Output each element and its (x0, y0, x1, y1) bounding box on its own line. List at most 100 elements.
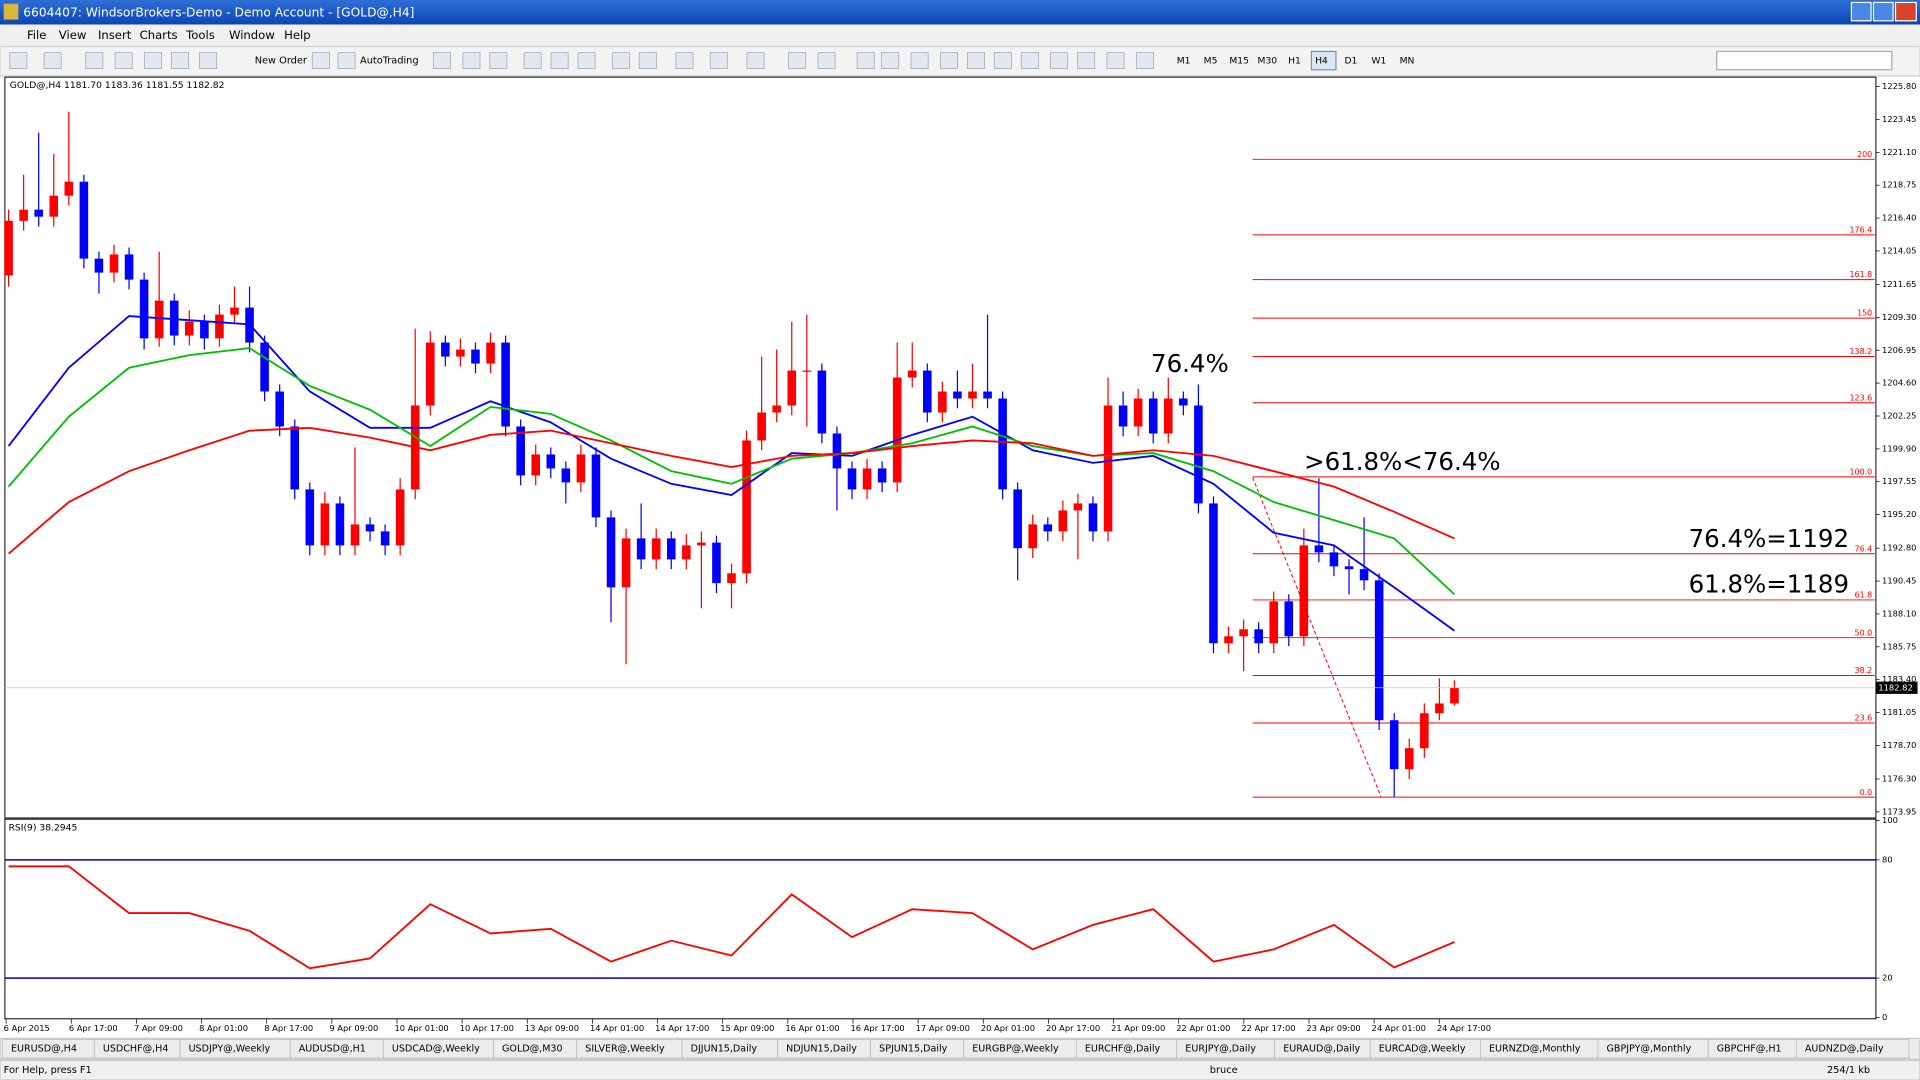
toolbar-button[interactable] (1106, 52, 1125, 69)
fib-label: 23.6 (1855, 714, 1873, 723)
toolbar-button[interactable] (993, 52, 1012, 69)
candle-body (1028, 524, 1038, 549)
toolbar-button[interactable] (638, 52, 657, 69)
candle-body (1118, 405, 1128, 427)
toolbar-button[interactable] (85, 52, 104, 69)
toolbar-button[interactable] (966, 52, 985, 69)
toolbar-button[interactable] (788, 52, 807, 69)
menu-item[interactable]: File (27, 28, 46, 42)
toolbar-button[interactable] (910, 52, 929, 69)
toolbar-button[interactable] (940, 52, 958, 69)
timeframe-button[interactable]: M1 (1177, 56, 1191, 67)
x-tick-label: 16 Apr 17:00 (851, 1023, 905, 1033)
candle-body (1359, 569, 1369, 581)
candle-body (1103, 405, 1113, 532)
toolbar-button[interactable] (1135, 52, 1154, 69)
toolbar-button[interactable] (1050, 52, 1069, 69)
toolbar-button[interactable] (709, 52, 728, 69)
menu-item[interactable]: Tools (185, 28, 215, 42)
y-tick-label: 1176.30 (1882, 773, 1916, 783)
candle-body (1344, 566, 1354, 570)
toolbar-button[interactable] (433, 52, 451, 69)
maximize-button[interactable] (1872, 1, 1894, 22)
candle-body (968, 391, 977, 399)
candle-body (139, 279, 149, 339)
timeframe-button[interactable]: MN (1400, 56, 1415, 67)
toolbar-button[interactable] (462, 52, 481, 69)
chart-tab-label: USDJPY@,Weekly (189, 1043, 271, 1054)
x-tick-label: 20 Apr 01:00 (981, 1023, 1035, 1033)
x-tick-label: 8 Apr 01:00 (199, 1023, 248, 1033)
toolbar-button[interactable] (114, 52, 133, 69)
timeframe-button[interactable]: H4 (1315, 56, 1328, 67)
menu-item[interactable]: View (59, 28, 87, 42)
y-tick-label: 1197.55 (1882, 476, 1916, 486)
toolbar-button[interactable] (311, 52, 330, 69)
menu-item[interactable]: Insert (98, 28, 132, 42)
rsi-tick-label: 0 (1882, 1012, 1887, 1022)
menu-item[interactable]: Charts (140, 28, 178, 42)
status-profile: bruce (1210, 1065, 1238, 1076)
toolbar-button[interactable] (675, 52, 694, 69)
toolbar-button[interactable] (746, 52, 765, 69)
timeframe-active (1310, 50, 1337, 71)
candle-body (350, 524, 360, 546)
candle-body (49, 195, 59, 217)
toolbar-button[interactable] (523, 52, 542, 69)
chart-tab[interactable] (1795, 1039, 1910, 1059)
toolbar-button[interactable] (171, 52, 189, 69)
rsi-panel (4, 818, 1877, 1020)
toolbar-button[interactable] (817, 52, 836, 69)
candle-body (727, 573, 736, 584)
fib-label: 150 (1857, 309, 1872, 318)
timeframe-button[interactable]: H1 (1288, 56, 1301, 67)
candle-body (682, 545, 691, 560)
rsi-tick-label: 20 (1882, 973, 1893, 983)
menu-item[interactable]: Help (284, 28, 311, 42)
candle-body (456, 349, 465, 357)
toolbar-button[interactable] (856, 52, 875, 69)
toolbar-button[interactable] (611, 52, 630, 69)
y-tick-label: 1183.40 (1882, 674, 1916, 684)
timeframe-button[interactable]: M15 (1229, 56, 1249, 67)
toolbar-button[interactable] (144, 52, 162, 69)
toolbar-button[interactable] (489, 52, 508, 69)
candle-body (938, 391, 947, 413)
candle-body (757, 412, 766, 441)
candle-body (1420, 713, 1429, 749)
chart-tab-label: AUDNZD@,Daily (1805, 1043, 1884, 1054)
toolbar-button[interactable] (1020, 52, 1039, 69)
toolbar-button[interactable] (9, 52, 28, 69)
search-box[interactable] (1716, 50, 1893, 71)
candle-body (1088, 503, 1098, 532)
toolbar-button[interactable] (881, 52, 900, 69)
candle-body (892, 377, 902, 483)
minimize-button[interactable] (1850, 1, 1872, 22)
candle-body (1058, 510, 1068, 532)
timeframe-button[interactable]: D1 (1344, 56, 1357, 67)
menu-item[interactable]: Window (229, 28, 275, 42)
candle-body (1148, 398, 1158, 434)
toolbar-button[interactable] (550, 52, 569, 69)
timeframe-button[interactable]: M5 (1204, 56, 1218, 67)
candle-body (215, 314, 224, 339)
autotrading-label: AutoTrading (360, 56, 419, 67)
chart-tab-label: SPJUN15,Daily (879, 1043, 947, 1054)
toolbar-button[interactable] (577, 52, 596, 69)
timeframe-button[interactable]: M30 (1258, 56, 1278, 67)
toolbar-button[interactable] (337, 52, 356, 69)
candle-body (230, 307, 239, 315)
candle-body (606, 517, 616, 588)
candle-body (953, 391, 962, 399)
toolbar-button[interactable] (43, 52, 62, 69)
candle-body (1284, 601, 1294, 637)
close-button[interactable] (1894, 1, 1917, 22)
x-tick-label: 20 Apr 17:00 (1046, 1023, 1100, 1033)
y-tick-label: 1202.25 (1882, 410, 1916, 420)
moving-average (7, 347, 1456, 596)
timeframe-button[interactable]: W1 (1371, 56, 1386, 67)
toolbar-button[interactable] (199, 52, 218, 69)
annotation: 76.4% (1151, 349, 1229, 378)
candle-body (169, 300, 179, 336)
toolbar-button[interactable] (1077, 52, 1096, 69)
